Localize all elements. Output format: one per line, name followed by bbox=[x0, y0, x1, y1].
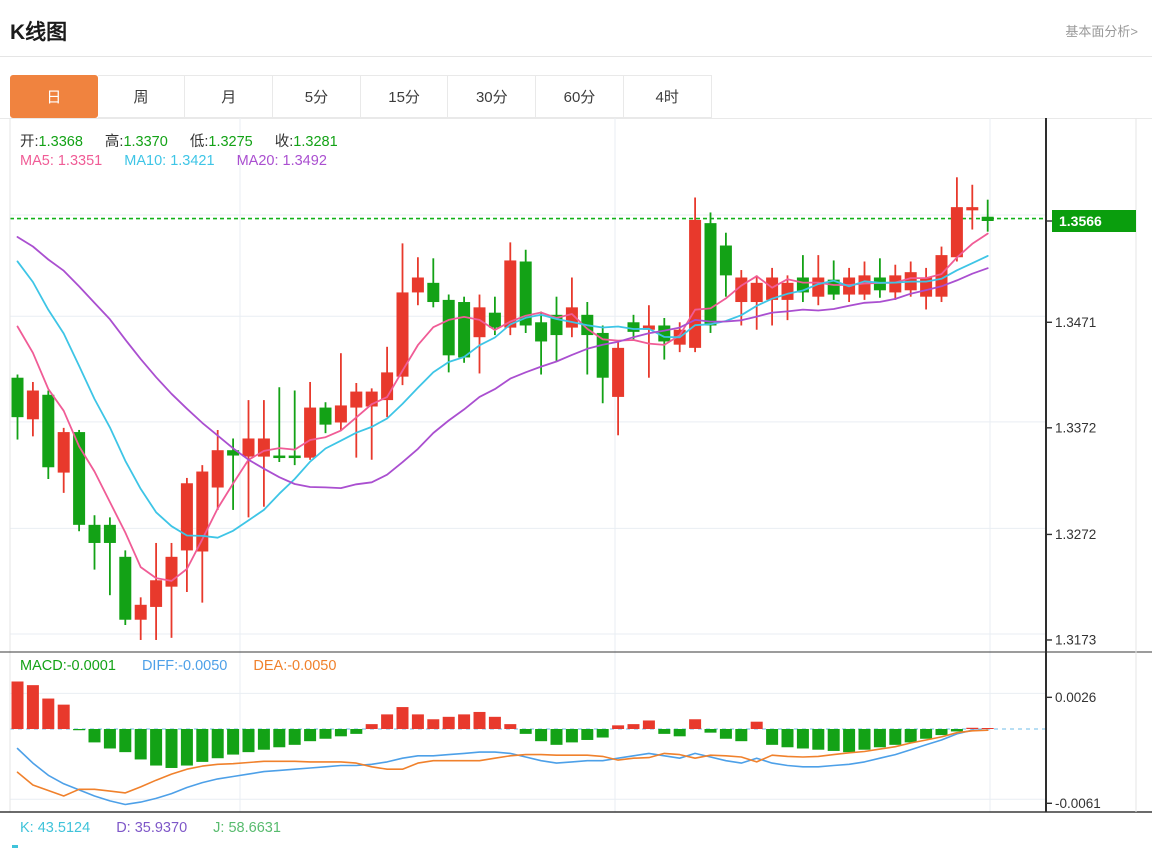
kdj-j-value: J: 58.6631 bbox=[213, 820, 281, 836]
fundamental-analysis-link[interactable]: 基本面分析> bbox=[1065, 24, 1138, 39]
tab-30min[interactable]: 30分 bbox=[448, 75, 537, 118]
tab-month[interactable]: 月 bbox=[185, 75, 274, 118]
high-label: 高: bbox=[104, 134, 124, 150]
page-header: K线图 基本面分析> bbox=[0, 0, 1152, 57]
page-title: K线图 bbox=[10, 21, 68, 44]
kdj-k-value: K: 43.5124 bbox=[20, 820, 91, 836]
svg-text:0.0026: 0.0026 bbox=[1055, 690, 1096, 705]
tab-day[interactable]: 日 bbox=[10, 75, 98, 118]
open-label: 开: bbox=[20, 134, 39, 150]
period-tab-bar: 日 周 月 5分 15分 30分 60分 4时 bbox=[0, 75, 1152, 119]
kdj-d-value: D: 35.9370 bbox=[116, 820, 188, 836]
svg-text:-0.0061: -0.0061 bbox=[1055, 796, 1101, 811]
close-value: 1.3281 bbox=[293, 134, 338, 150]
dea-value: DEA:-0.0050 bbox=[253, 658, 337, 674]
svg-text:1.3173: 1.3173 bbox=[1055, 632, 1096, 647]
ohlc-legend: 开:1.3368 高:1.3370 低:1.3275 收:1.3281 bbox=[20, 130, 356, 151]
kdj-k-line-start bbox=[12, 845, 18, 848]
close-label: 收: bbox=[274, 134, 294, 150]
high-value: 1.3370 bbox=[123, 134, 168, 150]
svg-text:1.3272: 1.3272 bbox=[1055, 527, 1096, 542]
macd-value: MACD:-0.0001 bbox=[20, 658, 116, 674]
low-label: 低: bbox=[189, 134, 209, 150]
open-value: 1.3368 bbox=[38, 134, 83, 150]
ma20-value: MA20: 1.3492 bbox=[236, 153, 327, 169]
svg-text:1.3566: 1.3566 bbox=[1059, 213, 1102, 229]
ma-legend: MA5: 1.3351 MA10: 1.3421 MA20: 1.3492 bbox=[20, 153, 345, 169]
svg-text:1.3471: 1.3471 bbox=[1055, 315, 1096, 330]
ma5-value: MA5: 1.3351 bbox=[20, 153, 103, 169]
low-value: 1.3275 bbox=[208, 134, 253, 150]
tab-60min[interactable]: 60分 bbox=[536, 75, 624, 118]
svg-text:1.3372: 1.3372 bbox=[1055, 420, 1096, 435]
kdj-legend: K: 43.5124 D: 35.9370 J: 58.6631 bbox=[20, 820, 281, 836]
tab-15min[interactable]: 15分 bbox=[360, 75, 449, 118]
tab-4hour[interactable]: 4时 bbox=[623, 75, 712, 118]
macd-legend: MACD:-0.0001 DIFF:-0.0050 DEA:-0.0050 bbox=[20, 658, 336, 674]
diff-value: DIFF:-0.0050 bbox=[141, 658, 228, 674]
tab-week[interactable]: 周 bbox=[97, 75, 186, 118]
tab-5min[interactable]: 5分 bbox=[273, 75, 361, 118]
ma10-value: MA10: 1.3421 bbox=[124, 153, 215, 169]
